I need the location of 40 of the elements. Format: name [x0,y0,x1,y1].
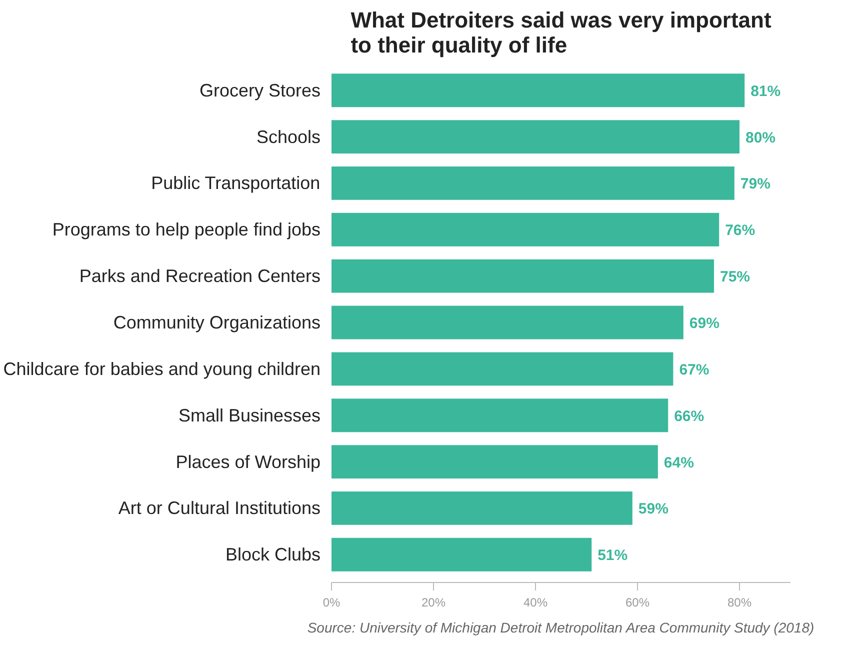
y-tick-label: Schools [256,126,321,147]
x-tick-label: 80% [727,596,752,610]
x-tick-label: 60% [625,596,650,610]
x-tick-label: 0% [322,596,340,610]
bar [332,120,740,154]
bar [332,212,720,246]
data-label: 75% [720,268,750,286]
data-label: 79% [740,176,770,193]
y-tick-label: Community Organizations [113,312,321,332]
y-tick-label: Childcare for babies and young children [3,358,321,379]
y-tick-label: Parks and Recreation Centers [79,266,321,286]
data-label: 59% [638,500,668,518]
bar [332,445,658,478]
bar [332,306,684,340]
x-tick-label: 20% [421,596,446,610]
bar [332,352,674,386]
data-label: 69% [689,315,720,332]
y-tick-label: Block Clubs [225,544,321,565]
bar [332,492,632,525]
data-label: 66% [674,408,704,425]
bar [332,166,734,200]
y-tick-label: Programs to help people find jobs [52,220,321,240]
data-label: 51% [598,547,628,564]
y-tick-label: Places of Worship [176,452,321,472]
data-label: 80% [746,129,776,146]
y-tick-label: Art or Cultural Institutions [118,498,320,518]
bar [332,259,714,293]
y-tick-label: Public Transportation [151,173,320,194]
y-tick-label: Grocery Stores [199,80,321,100]
data-label: 81% [750,82,781,100]
source-note: Source: University of Michigan Detroit Metropolitan Area Community Study (2018) [307,620,814,636]
data-label: 76% [725,222,756,240]
data-label: 64% [664,454,694,472]
bar [332,74,745,108]
x-tick-label: 40% [523,596,548,610]
y-tick-label: Small Businesses [178,405,321,426]
chart-title: What Detroiters said was very important to their quality of life [350,8,772,58]
data-label: 67% [679,361,710,378]
bar [332,398,668,432]
bar [332,538,592,572]
